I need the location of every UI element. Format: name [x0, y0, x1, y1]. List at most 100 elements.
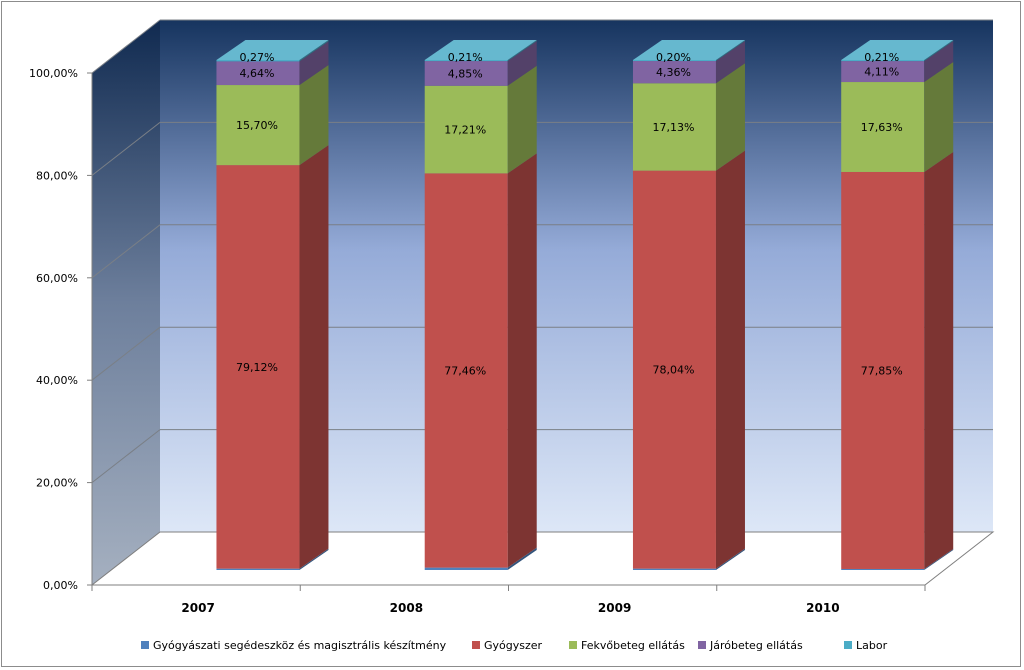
data-label: 4,36%	[656, 66, 691, 79]
bar-side	[299, 41, 329, 86]
bar-segment-2010-5	[841, 40, 954, 62]
bar-side	[715, 63, 745, 171]
bar-segment-2008-2	[424, 153, 537, 568]
bar-segment-2007-5	[216, 40, 329, 62]
bar-side	[924, 41, 954, 83]
bar-segment-2009-5	[632, 40, 745, 62]
y-tick-label: 80,00%	[36, 169, 78, 182]
legend-item-3: Fekvőbeteg ellátás	[569, 639, 685, 652]
bar-front	[632, 83, 716, 171]
bar-front	[424, 567, 508, 570]
bars	[216, 40, 954, 570]
data-label: 0,27%	[239, 51, 274, 64]
bar-front	[841, 60, 925, 62]
data-label: 15,70%	[236, 119, 278, 132]
bar-side	[299, 548, 329, 570]
bar-top	[632, 40, 745, 60]
bar-front	[841, 171, 925, 569]
bar-side	[507, 547, 537, 570]
bar-side	[715, 150, 745, 569]
bar-front	[216, 60, 300, 62]
data-label: 79,12%	[236, 361, 278, 374]
legend-swatch	[472, 641, 480, 649]
data-label: 77,46%	[444, 364, 486, 377]
bar-segment-2008-1	[424, 547, 537, 570]
bar-side	[507, 153, 537, 568]
bar-top	[216, 40, 329, 60]
legend-item-5: Labor	[844, 639, 888, 652]
legend-item-2: Gyógyszer	[472, 639, 543, 652]
bar-side	[507, 41, 537, 86]
data-label: 77,85%	[861, 364, 903, 377]
bar-segment-2007-4	[216, 41, 329, 86]
bar-side	[715, 41, 745, 84]
x-tick-label: 2007	[181, 601, 214, 615]
y-tick-label: 100,00%	[29, 67, 78, 80]
bar-side	[715, 548, 745, 570]
legend-label: Járóbeteg ellátás	[709, 639, 803, 652]
bar-segment-2010-2	[841, 151, 954, 569]
bar-front	[424, 173, 508, 568]
gridline-side	[91, 429, 161, 483]
data-labels: 79,12% 15,70% 4,64% 0,27% 77,46% 17,21% 4,85% 0…	[236, 51, 903, 377]
legend-swatch	[698, 641, 706, 649]
bar-front	[424, 85, 508, 174]
data-label: 0,20%	[656, 51, 691, 64]
legend-item-1: Gyógyászati segédeszköz és magisztrális …	[141, 639, 447, 652]
data-label: 4,64%	[239, 67, 274, 80]
bar-segment-2008-5	[424, 40, 537, 62]
legend-swatch	[141, 641, 149, 649]
legend-label: Gyógyászati segédeszköz és magisztrális …	[153, 639, 447, 652]
bar-side	[924, 40, 954, 62]
bar-front	[216, 85, 300, 166]
x-tick-label: 2010	[806, 601, 839, 615]
bar-front	[216, 165, 300, 569]
bar-segment-2010-3	[841, 62, 954, 172]
data-label: 17,21%	[444, 124, 486, 137]
bar-front	[841, 82, 925, 172]
legend-swatch	[569, 641, 577, 649]
bar-side	[924, 151, 954, 569]
x-tick-label: 2008	[390, 601, 423, 615]
bar-segment-2010-1	[841, 548, 954, 570]
legend-item-4: Járóbeteg ellátás	[698, 639, 803, 652]
bar-top	[424, 40, 537, 60]
data-label: 4,85%	[448, 67, 483, 80]
axes: 0,00% 20,00% 40,00% 60,00% 80,00% 100,00% 2007…	[29, 67, 926, 615]
bar-front	[841, 61, 925, 83]
bar-side	[299, 65, 329, 166]
bar-segment-2009-4	[632, 41, 745, 84]
bar-side	[924, 62, 954, 172]
y-tick-label: 0,00%	[43, 579, 78, 592]
legend-swatch	[844, 641, 852, 649]
data-label: 17,13%	[652, 121, 694, 134]
bar-side	[715, 40, 745, 62]
data-label: 0,21%	[448, 51, 483, 64]
y-tick-label: 60,00%	[36, 272, 78, 285]
bar-segment-2009-1	[632, 548, 745, 570]
y-tick-label: 20,00%	[36, 477, 78, 490]
bar-front	[216, 61, 300, 86]
bar-side	[507, 65, 537, 174]
legend-label: Fekvőbeteg ellátás	[581, 639, 685, 652]
bar-front	[632, 60, 716, 62]
legend: Gyógyászati segédeszköz és magisztrális …	[141, 639, 888, 652]
gridline-side	[91, 122, 161, 176]
x-tick-label: 2009	[598, 601, 631, 615]
bar-top	[841, 40, 954, 60]
bar-segment-2008-4	[424, 41, 537, 86]
bar-segment-2007-3	[216, 65, 329, 166]
data-label: 17,63%	[861, 121, 903, 134]
side-wall	[92, 20, 160, 585]
gridline-side	[91, 224, 161, 279]
legend-label: Gyógyszer	[484, 639, 543, 652]
bar-front	[841, 568, 925, 570]
bar-side	[299, 145, 329, 569]
bar-segment-2008-3	[424, 65, 537, 174]
bar-segment-2007-2	[216, 145, 329, 569]
bar-segment-2007-1	[216, 548, 329, 570]
bar-front	[632, 61, 716, 84]
bar-front	[424, 61, 508, 86]
data-label: 78,04%	[652, 364, 694, 377]
gridline-side	[91, 326, 161, 381]
